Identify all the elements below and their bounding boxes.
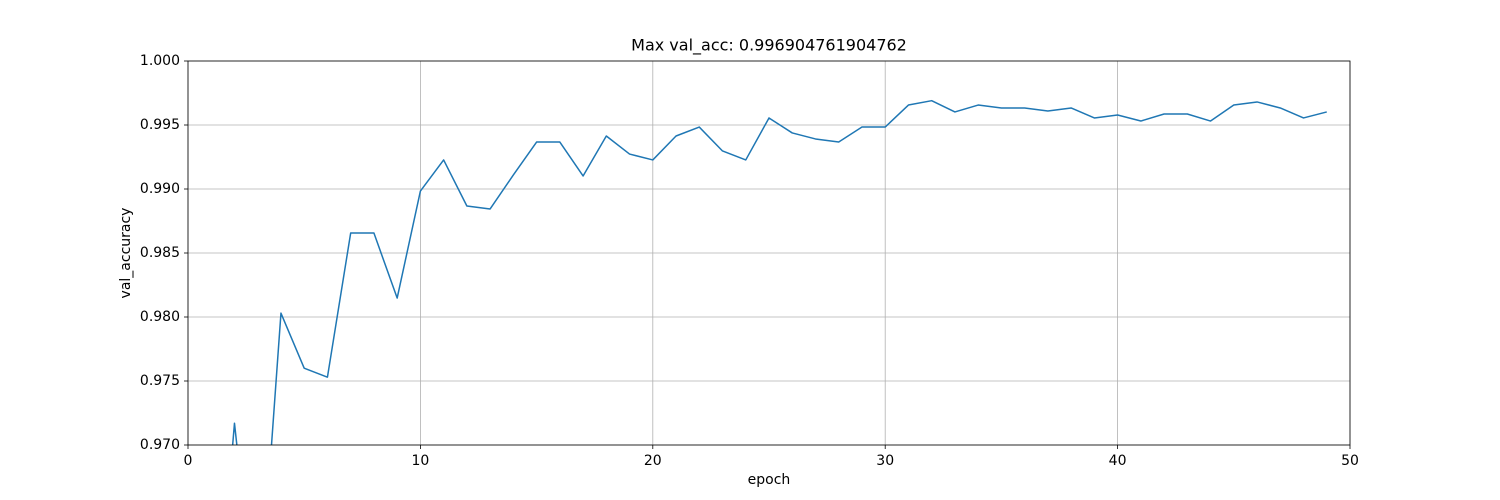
x-axis-label: epoch [748, 472, 791, 488]
x-tick-label: 20 [644, 453, 662, 469]
plot-area [231, 99, 1327, 445]
y-tick-label: 0.970 [140, 437, 180, 453]
x-tick-label: 10 [411, 453, 429, 469]
y-tick-label: 0.985 [140, 245, 180, 261]
y-tick-label: 0.975 [140, 373, 180, 389]
y-tick-label: 0.990 [140, 181, 180, 197]
chart-title: Max val_acc: 0.996904761904762 [631, 36, 907, 56]
y-tick-label: 1.000 [140, 53, 180, 69]
x-tick-label: 30 [876, 453, 894, 469]
data-line [231, 99, 1327, 445]
x-tick-label: 0 [184, 453, 193, 469]
y-axis-label: val_accuracy [118, 208, 134, 299]
x-tick-label: 50 [1341, 453, 1359, 469]
x-tick-label: 40 [1109, 453, 1127, 469]
y-tick-label: 0.995 [140, 117, 180, 133]
y-tick-label: 0.980 [140, 309, 180, 325]
